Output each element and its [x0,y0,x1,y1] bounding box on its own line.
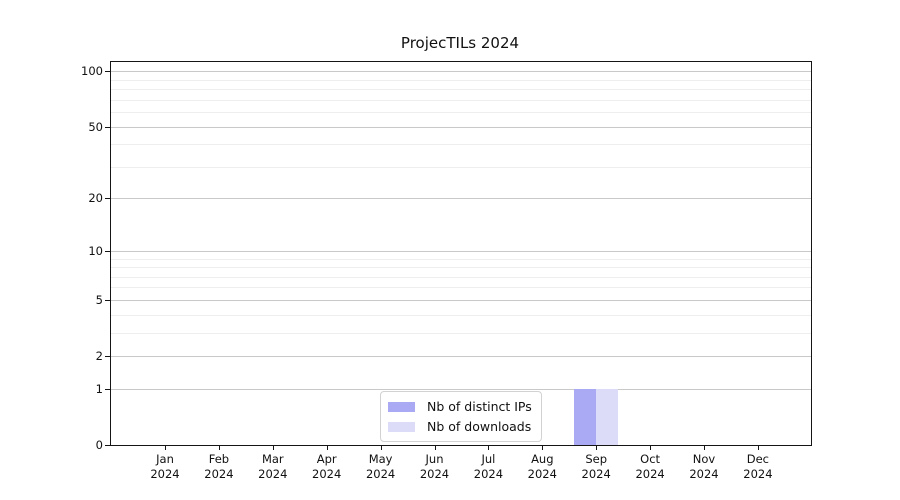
x-tick-mark [596,445,598,450]
y-tick-mark [105,71,110,73]
x-tick-mark [650,445,652,450]
x-tick-label: Apr 2024 [312,452,342,481]
x-tick-label: Oct 2024 [635,452,665,481]
y-tick-label: 10 [88,243,103,258]
y-tick-label: 50 [88,119,103,134]
x-tick-label: Aug 2024 [527,452,557,481]
y-tick-label: 1 [95,381,103,396]
y-tick-label: 0 [95,438,103,452]
y-gridline-major [111,388,811,390]
x-tick-mark [542,445,544,450]
x-tick-label: May 2024 [365,452,396,481]
y-gridline-minor [111,166,811,168]
x-tick-mark [704,445,705,450]
x-tick-mark [165,445,166,450]
x-tick-mark [326,445,328,450]
y-gridline-minor [111,258,811,260]
y-gridline-minor [111,287,811,289]
y-gridline-minor [111,79,811,81]
x-tick-mark [757,445,759,450]
y-gridline-minor [111,276,811,278]
x-tick-label: Nov 2024 [689,452,719,481]
y-tick-mark [105,126,110,128]
y-gridline-minor [111,112,811,113]
y-tick-label: 100 [81,64,103,79]
x-tick-mark [488,445,490,450]
x-tick-label: Dec 2024 [743,452,773,481]
chart-title: ProjecTILs 2024 [400,34,520,52]
y-gridline-minor [111,144,811,146]
y-tick-mark [105,356,110,357]
y-gridline-major [111,356,811,357]
y-gridline-minor [111,99,811,101]
x-tick-label: Jun 2024 [419,452,450,481]
x-tick-label: Feb 2024 [204,452,234,481]
y-tick-label: 5 [95,292,103,307]
bar-downloads [596,388,619,445]
y-tick-mark [105,198,110,200]
y-tick-label: 2 [95,349,103,363]
y-tick-label: 20 [88,191,103,206]
y-gridline-major [111,198,811,200]
x-tick-label: Mar 2024 [258,452,288,481]
bar-distinct-ips [574,388,597,445]
legend-label-downloads: Nb of downloads [427,419,532,434]
y-gridline-major [111,250,811,252]
x-tick-mark [434,445,436,450]
legend-row-downloads: Nb of downloads [388,418,532,435]
y-gridline-major [111,126,811,128]
legend-swatch-distinct-ips [388,401,415,412]
y-gridline-major [111,71,811,73]
x-tick-mark [380,445,382,450]
legend-row-distinct-ips: Nb of distinct IPs [388,398,532,415]
x-tick-label: Sep 2024 [581,452,611,481]
y-gridline-minor [111,314,811,316]
y-gridline-minor [111,332,811,334]
y-gridline-minor [111,267,811,268]
y-tick-mark [105,388,110,390]
legend-label-distinct-ips: Nb of distinct IPs [427,399,532,414]
legend: Nb of distinct IPs Nb of downloads [380,391,542,442]
x-tick-mark [218,445,220,450]
x-tick-mark [272,445,274,450]
y-gridline-minor [111,89,811,90]
y-tick-mark [105,250,110,252]
legend-swatch-downloads [388,421,415,432]
x-tick-label: Jul 2024 [473,452,504,481]
x-tick-label: Jan 2024 [150,452,180,481]
y-gridline-major [111,299,811,301]
plot-area: 100 50 20 10 5 2 1 0 Jan 2024 Feb 2024 Mar 2024 Apr… [81,61,812,481]
y-tick-mark [105,445,110,446]
y-tick-mark [105,299,110,301]
